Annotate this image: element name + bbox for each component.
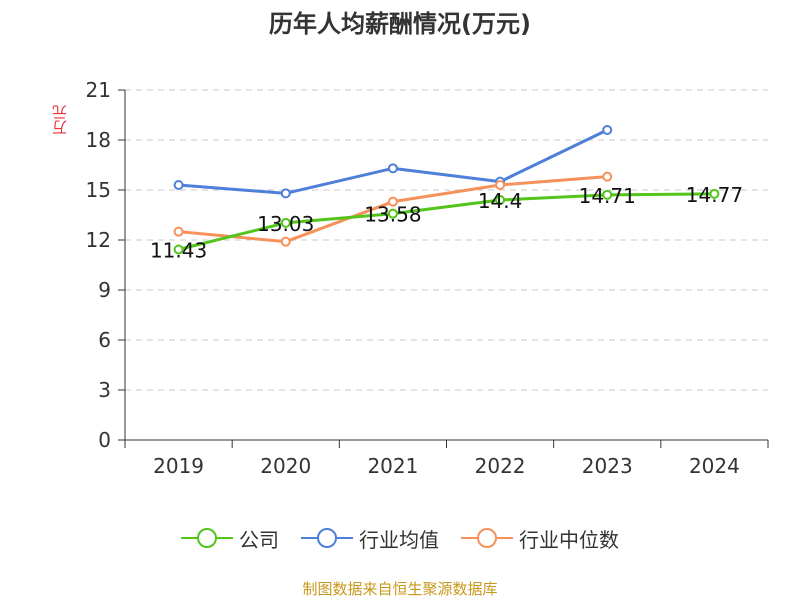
legend-swatch-marker bbox=[317, 528, 337, 548]
data-point-industry_mean-2020 bbox=[280, 188, 291, 199]
data-point-company-2024 bbox=[709, 188, 720, 199]
y-tick-label-9: 9 bbox=[98, 278, 111, 302]
y-tick-label-18: 18 bbox=[86, 128, 111, 152]
data-point-company-2023 bbox=[602, 189, 613, 200]
x-tick-label-2021: 2021 bbox=[367, 454, 418, 478]
x-tick-label-2023: 2023 bbox=[582, 454, 633, 478]
data-point-industry_mean-2019 bbox=[173, 180, 184, 190]
data-point-industry_mean-2021 bbox=[387, 163, 398, 174]
data-source-note: 制图数据来自恒生聚源数据库 bbox=[302, 580, 498, 598]
legend-item-company[interactable]: 公司 bbox=[181, 524, 279, 553]
data-label-company-2019: 11.43 bbox=[150, 239, 207, 263]
data-point-industry_median-2023 bbox=[602, 171, 613, 182]
legend-item-industry-median[interactable]: 行业中位数 bbox=[461, 524, 619, 553]
data-point-company-2019 bbox=[173, 244, 184, 255]
series-line-company bbox=[178, 192, 715, 251]
data-point-industry_mean-2023 bbox=[602, 125, 613, 135]
x-tick-label-2020: 2020 bbox=[260, 454, 311, 478]
legend-label-industry-median: 行业中位数 bbox=[519, 527, 619, 552]
x-tick-label-2022: 2022 bbox=[475, 454, 526, 478]
legend-swatch-company bbox=[181, 528, 233, 548]
y-tick-label-6: 6 bbox=[98, 328, 111, 352]
chart-title: 历年人均薪酬情况(万元) bbox=[269, 10, 531, 38]
data-label-company-2020: 13.03 bbox=[257, 212, 314, 236]
y-tick-label-15: 15 bbox=[86, 178, 111, 202]
data-point-company-2022 bbox=[495, 195, 506, 205]
y-tick-label-3: 3 bbox=[98, 378, 111, 402]
data-label-company-2023: 14.71 bbox=[579, 184, 636, 208]
legend-label-company: 公司 bbox=[239, 527, 279, 552]
legend-swatch-marker bbox=[197, 528, 217, 548]
data-label-company-2024: 14.77 bbox=[686, 183, 743, 207]
data-point-industry_median-2019 bbox=[173, 226, 184, 237]
legend: 公司 行业均值 行业中位数 bbox=[0, 518, 800, 558]
data-point-industry_median-2021 bbox=[387, 196, 398, 207]
data-label-company-2021: 13.58 bbox=[364, 203, 421, 227]
y-tick-label-21: 21 bbox=[86, 78, 111, 102]
data-point-company-2021 bbox=[387, 208, 398, 219]
data-point-industry_median-2022 bbox=[495, 180, 506, 190]
legend-item-industry-mean[interactable]: 行业均值 bbox=[301, 524, 439, 553]
x-tick-label-2019: 2019 bbox=[153, 454, 204, 478]
y-tick-label-0: 0 bbox=[98, 428, 111, 452]
legend-swatch-industry-median bbox=[461, 528, 513, 548]
legend-label-industry-mean: 行业均值 bbox=[359, 527, 439, 552]
data-label-company-2022: 14.4 bbox=[478, 189, 523, 213]
data-point-company-2020 bbox=[280, 217, 291, 228]
legend-swatch-marker bbox=[477, 528, 497, 548]
data-point-industry_median-2020 bbox=[280, 236, 291, 247]
y-tick-label-12: 12 bbox=[86, 228, 111, 252]
legend-swatch-industry-mean bbox=[301, 528, 353, 548]
x-tick-label-2024: 2024 bbox=[689, 454, 740, 478]
